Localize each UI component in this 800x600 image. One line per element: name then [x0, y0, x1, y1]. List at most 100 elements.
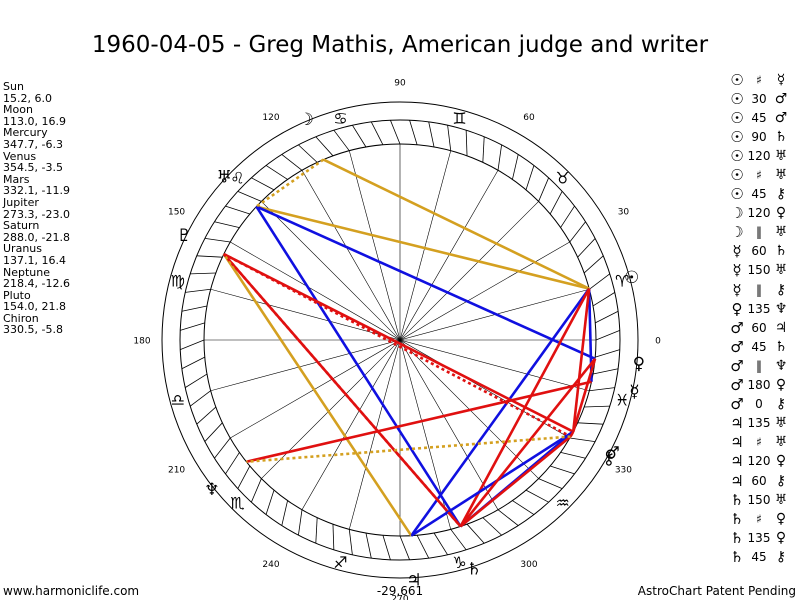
footer-website[interactable]: www.harmoniclife.com: [3, 584, 140, 598]
band-tick: [584, 405, 610, 408]
zodiac-sign-glyph: ♏: [230, 494, 244, 513]
aspect-type: 120: [747, 454, 771, 469]
aspect-line: [222, 253, 413, 537]
planet-values: 288.0, -21.8: [3, 230, 70, 244]
aspect-planet-2: ⚷: [775, 396, 787, 413]
aspect-line: [255, 158, 325, 208]
band-tick: [251, 478, 262, 503]
aspect-planet-1: ♀: [731, 299, 743, 318]
aspect-row: ♃ ♯ ♅: [727, 433, 797, 452]
degree-label: 300: [520, 560, 537, 570]
bottom-readout: -29,661: [376, 584, 424, 598]
planet-values: 332.1, -11.9: [3, 184, 70, 198]
aspect-row: ♄ 135 ♀: [727, 528, 797, 547]
planet-glyph: ♀: [633, 354, 645, 374]
planet-glyph: ☿: [629, 382, 639, 402]
planet-position-list: Sun 15.2, 6.0 Moon 113.0, 16.9 Mercury 347.7,…: [3, 81, 70, 336]
degree-label: 0: [655, 337, 661, 347]
aspect-type: 45: [751, 549, 767, 564]
aspect-type: ♯: [756, 72, 762, 87]
aspect-line: [459, 435, 572, 528]
aspect-planet-1: ☽: [730, 204, 744, 223]
band-tick: [181, 356, 205, 370]
aspect-type: 135: [747, 530, 771, 545]
band-tick: [583, 255, 604, 274]
band-tick: [595, 349, 620, 358]
planet-name: Uranus: [3, 242, 42, 256]
band-tick: [185, 288, 211, 293]
aspect-row: ☉ 90 ♄: [727, 127, 797, 146]
aspect-planet-1: ☉: [730, 185, 744, 204]
aspect-type: 30: [751, 91, 767, 106]
aspect-line: [322, 158, 590, 290]
band-tick: [370, 121, 384, 145]
aspect-planet-1: ♂: [730, 318, 744, 337]
aspect-planet-1: ♃: [730, 414, 744, 433]
aspect-planet-1: ♄: [730, 547, 744, 566]
aspect-planet-2: ♄: [774, 243, 788, 260]
zodiac-sign-glyph: ♋: [333, 109, 347, 128]
aspect-planet-2: ♆: [774, 357, 788, 374]
band-tick: [428, 121, 435, 148]
band-tick: [512, 154, 519, 180]
planet-glyph: ☉: [624, 268, 639, 288]
band-tick: [315, 517, 318, 544]
band-tick: [525, 165, 535, 190]
band-tick: [416, 535, 430, 559]
planet-glyph: ♇: [177, 226, 192, 246]
aspect-line: [223, 252, 574, 433]
aspect-row: ♃ 120 ♀: [727, 452, 797, 471]
band-tick: [180, 339, 205, 350]
planet-name: Saturn: [3, 219, 40, 233]
degree-label: 180: [133, 337, 150, 347]
aspect-type: 180: [747, 378, 771, 393]
aspect-type: ♯: [756, 435, 762, 450]
band-tick: [399, 535, 410, 560]
aspect-planet-2: ⚷: [775, 548, 787, 565]
aspect-row: ☽ ‖ ♅: [727, 223, 797, 242]
aspect-planet-2: ♅: [774, 147, 788, 164]
zodiac-sign-glyph: ♓: [615, 391, 629, 410]
band-tick: [560, 452, 586, 459]
band-tick: [225, 205, 250, 215]
aspect-row: ♂ 60 ♃: [727, 318, 797, 337]
zodiac-sign-glyph: ♎: [171, 391, 185, 410]
band-tick: [538, 177, 549, 202]
aspect-planet-1: ♂: [730, 395, 744, 414]
aspect-type: 90: [751, 129, 767, 144]
planet-name: Pluto: [3, 288, 31, 302]
band-tick: [225, 452, 240, 475]
aspect-planet-2: ♂: [774, 90, 788, 107]
aspect-planet-2: ⚷: [775, 472, 787, 489]
aspect-line: [222, 253, 462, 528]
band-tick: [315, 136, 334, 157]
planet-name: Mars: [3, 172, 30, 186]
band-tick: [466, 523, 485, 544]
degree-label: 90: [394, 79, 406, 89]
aspect-row: ☿ 150 ♅: [727, 261, 797, 280]
band-tick: [214, 221, 240, 228]
aspect-line: [223, 252, 572, 438]
aspect-planet-1: ♃: [730, 433, 744, 452]
aspect-planet-2: ♀: [775, 510, 787, 527]
band-tick: [281, 500, 288, 526]
band-tick: [569, 221, 586, 243]
planet-glyph: ♃: [406, 571, 421, 591]
aspect-planet-1: ☿: [732, 242, 742, 261]
aspect-row: ☉ ♯ ♅: [727, 165, 797, 184]
aspect-planet-1: ♃: [730, 452, 744, 471]
band-tick: [204, 238, 231, 243]
degree-label: 60: [523, 113, 535, 123]
aspect-line: [459, 357, 597, 528]
aspect-row: ♂ ‖ ♆: [727, 356, 797, 375]
band-tick: [332, 524, 335, 550]
band-tick: [549, 191, 563, 215]
aspect-planet-1: ☽: [730, 223, 744, 242]
zodiac-sign-glyph: ♐: [333, 553, 347, 572]
planet-glyph: ♄: [467, 559, 482, 579]
degree-label: 240: [262, 560, 279, 570]
aspect-row: ♀ 135 ♆: [727, 299, 797, 318]
aspect-type: ‖: [756, 225, 762, 240]
band-tick: [265, 165, 288, 180]
band-tick: [204, 422, 223, 442]
